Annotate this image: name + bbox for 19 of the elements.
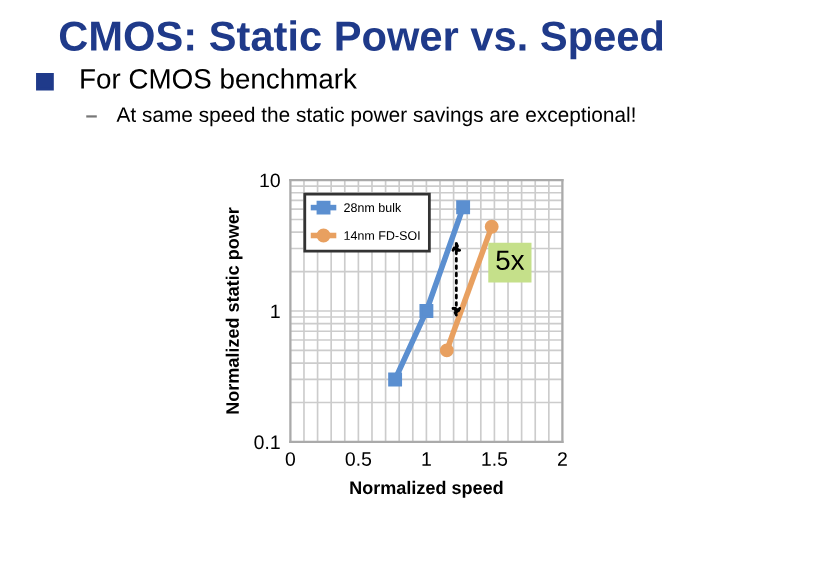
point bbox=[484, 219, 499, 234]
x-tick-label: 0.5 bbox=[345, 452, 372, 466]
point bbox=[456, 200, 471, 215]
x-tick-label: 0 bbox=[285, 452, 296, 466]
annotation: 5x bbox=[496, 250, 525, 271]
chart-subtitle: For CMOS benchmark bbox=[81, 68, 357, 89]
y-tick-label: 0.1 bbox=[254, 435, 280, 450]
y-axis-title: Normalized static power bbox=[225, 207, 243, 414]
x-tick-label: 1 bbox=[422, 452, 431, 466]
x-tick-label: 1.5 bbox=[482, 452, 508, 466]
text: At same speed the static power savings are exceptional! bbox=[116, 106, 635, 127]
x-tick-label: 2 bbox=[558, 452, 567, 466]
point bbox=[439, 343, 454, 358]
y-tick-label: 10 bbox=[260, 173, 280, 188]
chart-title: CMOS: Static Power vs. Speed bbox=[59, 20, 663, 60]
point bbox=[388, 372, 403, 387]
y-tick-label: 1 bbox=[271, 304, 280, 319]
point bbox=[419, 304, 434, 318]
x-axis-title: Normalized speed bbox=[350, 480, 503, 498]
